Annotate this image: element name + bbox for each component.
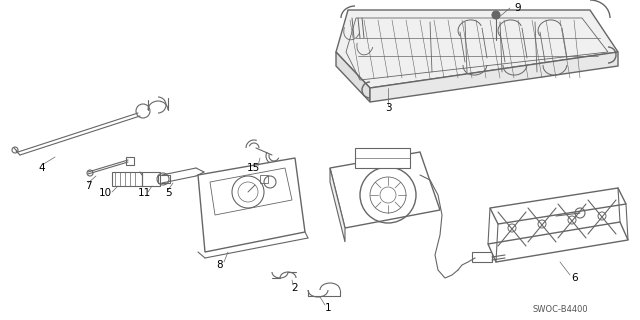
- Text: 3: 3: [385, 103, 391, 113]
- Text: 9: 9: [515, 3, 522, 13]
- Text: 2: 2: [292, 283, 298, 293]
- Bar: [112, 172, 142, 186]
- Text: 7: 7: [84, 181, 92, 191]
- Text: 1: 1: [324, 303, 332, 313]
- Polygon shape: [330, 168, 345, 242]
- Text: SWOC-B4400: SWOC-B4400: [532, 306, 588, 315]
- Bar: [260, 175, 268, 183]
- Bar: [355, 148, 410, 168]
- Text: 6: 6: [572, 273, 579, 283]
- Bar: [158, 175, 170, 183]
- Polygon shape: [210, 168, 292, 215]
- Polygon shape: [330, 152, 440, 228]
- Polygon shape: [336, 52, 370, 102]
- Polygon shape: [490, 188, 626, 224]
- Polygon shape: [198, 158, 305, 252]
- Bar: [472, 252, 492, 262]
- Bar: [142, 172, 160, 186]
- Bar: [126, 157, 134, 165]
- Polygon shape: [336, 10, 618, 88]
- Polygon shape: [488, 222, 628, 262]
- Polygon shape: [370, 52, 618, 102]
- Text: 10: 10: [99, 188, 111, 198]
- Text: 4: 4: [38, 163, 45, 173]
- Text: 15: 15: [246, 163, 260, 173]
- Circle shape: [492, 11, 500, 19]
- Text: 5: 5: [164, 188, 172, 198]
- Text: 8: 8: [217, 260, 223, 270]
- Text: 11: 11: [138, 188, 150, 198]
